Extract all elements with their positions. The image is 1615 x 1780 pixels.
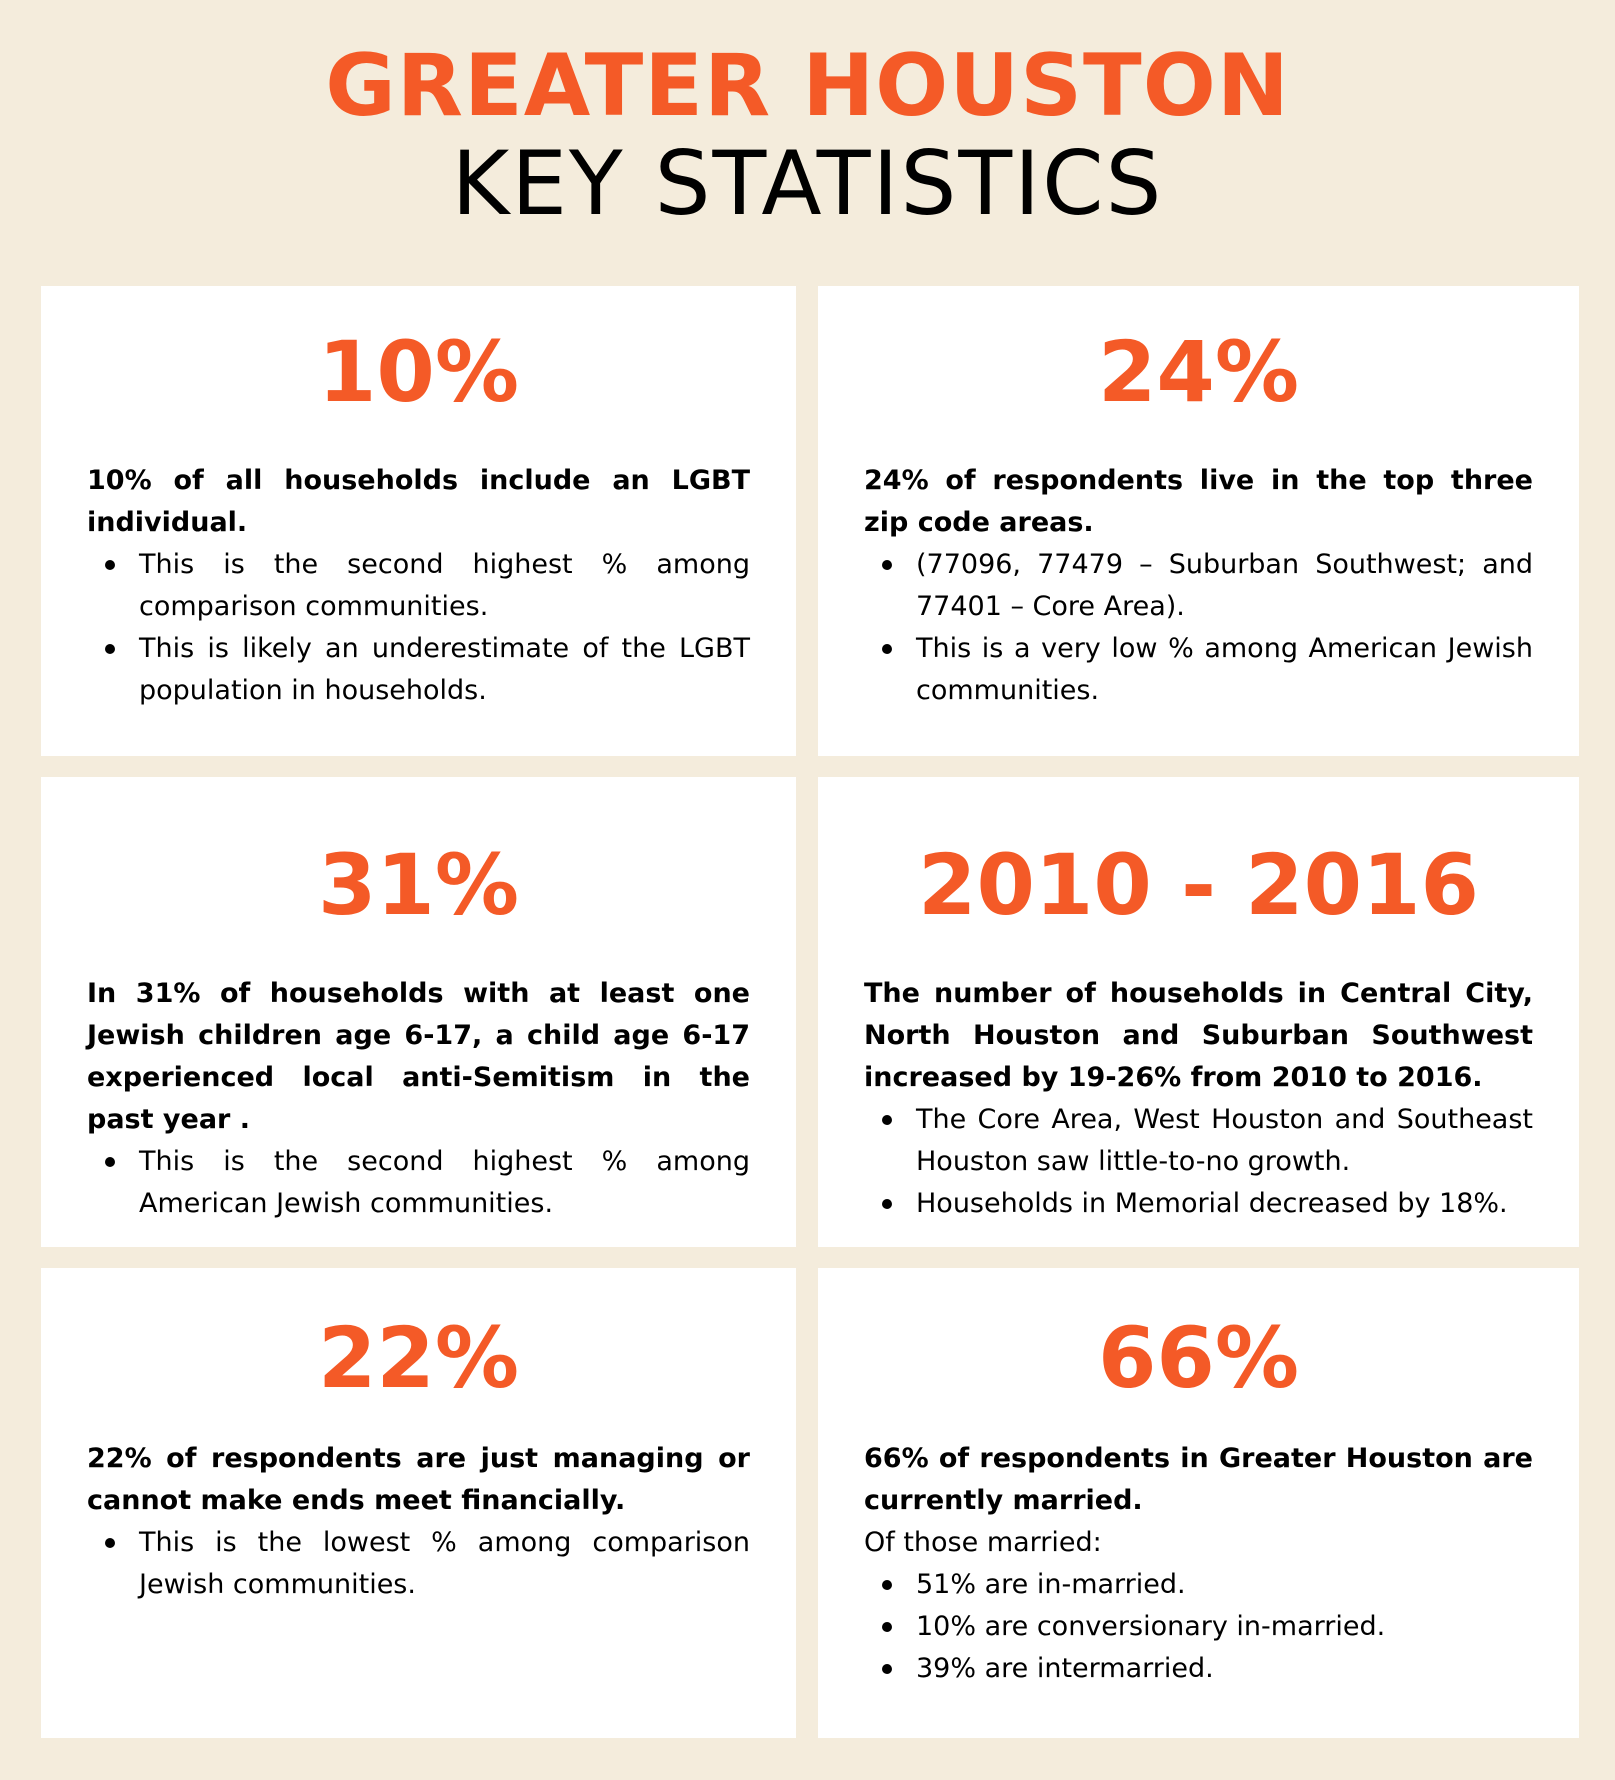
bullet-item: The Core Area, West Houston and Southeas… <box>882 1099 1533 1183</box>
stat-value: 2010 - 2016 <box>918 836 1479 934</box>
stat-headline: 10% of all households include an LGBT in… <box>87 465 750 538</box>
bullet-item: 51% are in-married. <box>882 1564 1533 1606</box>
stat-card-financial: 22% 22% of respondents are just managing… <box>41 1268 796 1738</box>
bullet-item: This is the second highest % among Ameri… <box>105 1141 750 1225</box>
stat-bullets: This is the second highest % among compa… <box>87 544 750 712</box>
stat-card-marriage: 66% 66% of respondents in Greater Housto… <box>818 1268 1579 1738</box>
bullet-item: This is the second highest % among compa… <box>105 544 750 628</box>
bullet-item: This is the lowest % among comparison Je… <box>105 1522 750 1606</box>
bullet-item: 10% are conversionary in-married. <box>882 1606 1533 1648</box>
stat-headline: In 31% of households with at least one J… <box>87 978 750 1135</box>
stat-value: 10% <box>317 323 520 421</box>
stat-value: 24% <box>1097 323 1300 421</box>
bullet-item: This is a very low % among American Jewi… <box>882 628 1533 712</box>
stat-value: 31% <box>317 836 520 934</box>
stat-bullets: This is the lowest % among comparison Je… <box>87 1522 750 1606</box>
stat-headline: The number of households in Central City… <box>864 978 1533 1093</box>
stat-value: 66% <box>1097 1309 1300 1407</box>
stat-intro: Of those married: <box>864 1527 1102 1558</box>
stat-bullets: 51% are in-married. 10% are conversionar… <box>864 1564 1533 1690</box>
stat-bullets: The Core Area, West Houston and Southeas… <box>864 1099 1533 1225</box>
stat-headline: 66% of respondents in Greater Houston ar… <box>864 1443 1533 1516</box>
stat-card-anti-semitism: 31% In 31% of households with at least o… <box>41 777 796 1247</box>
stat-headline: 24% of respondents live in the top three… <box>864 465 1533 538</box>
bullet-item: 39% are intermarried. <box>882 1648 1533 1690</box>
stat-bullets: (77096, 77479 – Suburban Southwest; and … <box>864 544 1533 712</box>
page-title: GREATER HOUSTON <box>325 36 1290 136</box>
stats-grid: 10% 10% of all households include an LGB… <box>41 286 1579 1738</box>
stat-card-zip-codes: 24% 24% of respondents live in the top t… <box>818 286 1579 756</box>
bullet-item: (77096, 77479 – Suburban Southwest; and … <box>882 544 1533 628</box>
stat-headline: 22% of respondents are just managing or … <box>87 1443 750 1516</box>
page-subtitle: KEY STATISTICS <box>451 132 1164 235</box>
stat-card-lgbt: 10% 10% of all households include an LGB… <box>41 286 796 756</box>
bullet-item: Households in Memorial decreased by 18%. <box>882 1183 1533 1225</box>
bullet-item: This is likely an underestimate of the L… <box>105 628 750 712</box>
stat-value: 22% <box>317 1309 520 1407</box>
stat-bullets: This is the second highest % among Ameri… <box>87 1141 750 1225</box>
stat-card-household-growth: 2010 - 2016 The number of households in … <box>818 777 1579 1247</box>
page-header: GREATER HOUSTON KEY STATISTICS <box>0 0 1615 234</box>
